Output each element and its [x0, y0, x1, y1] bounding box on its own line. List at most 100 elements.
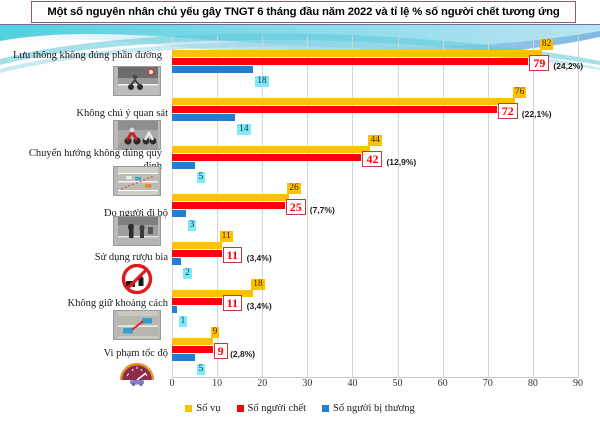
- value-label-so-nguoi-chet: 79: [529, 55, 550, 71]
- value-label-so-nguoi-bi-thuong: 5: [196, 172, 206, 183]
- bar-group: [172, 146, 578, 169]
- value-label-so-vu: 9: [210, 327, 220, 338]
- title-band: Một số nguyên nhân chủ yếu gây TNGT 6 th…: [0, 0, 600, 24]
- value-label-so-vu: 82: [539, 39, 554, 50]
- legend-label-thuong: Số người bị thương: [333, 402, 415, 414]
- value-label-so-vu: 26: [287, 183, 301, 194]
- bar-group: [172, 242, 578, 265]
- bar-so-vu: [172, 194, 290, 201]
- bar-group: [172, 194, 578, 217]
- category-label: Không giữ khoảng cách: [67, 298, 168, 309]
- gridline-80: [532, 36, 534, 378]
- value-label-so-vu: 18: [251, 279, 265, 290]
- death-percent-label: (2,8%): [230, 349, 256, 359]
- value-label-so-nguoi-chet: 9: [213, 343, 228, 359]
- bar-group: [172, 98, 578, 121]
- value-label-so-vu: 11: [219, 231, 233, 242]
- bar-group: [172, 290, 578, 313]
- motorbike-wrong-lane-photo: [113, 66, 161, 96]
- bar-so-nguoi-chet: [172, 58, 529, 65]
- legend-label-chet: Số người chết: [247, 402, 307, 414]
- x-tick-label: 0: [169, 378, 175, 389]
- bar-so-vu: [172, 146, 371, 153]
- category-label: Vi phạm tốc độ: [103, 348, 168, 359]
- legend: Số vụ Số người chết Số người bị thương: [0, 398, 600, 418]
- axis-baseline: [172, 377, 578, 378]
- death-percent-label: (22,1%): [521, 109, 552, 119]
- x-tick-label: 20: [257, 378, 268, 389]
- speedometer-icon: [113, 356, 161, 386]
- legend-swatch-thuong: [322, 404, 329, 412]
- death-percent-label: (3,4%): [246, 301, 272, 311]
- bar-so-nguoi-bi-thuong: [172, 162, 195, 169]
- x-tick-label: 10: [212, 378, 223, 389]
- category-axis: Lưu thông không đúng phần đường Không ch…: [0, 36, 170, 386]
- gridline-40: [352, 36, 354, 378]
- bar-so-nguoi-chet: [172, 202, 285, 209]
- gridline-70: [487, 36, 489, 378]
- bar-so-vu: [172, 338, 213, 345]
- bar-so-nguoi-chet: [172, 106, 497, 113]
- x-tick-label: 70: [482, 378, 493, 389]
- death-percent-label: (12,9%): [386, 157, 417, 167]
- value-label-so-vu: 44: [368, 135, 382, 146]
- legend-item-chet[interactable]: Số người chết: [236, 402, 307, 414]
- bar-so-nguoi-bi-thuong: [172, 306, 177, 313]
- title-divider: [0, 24, 600, 26]
- bar-so-nguoi-chet: [172, 154, 362, 161]
- bar-so-nguoi-bi-thuong: [172, 354, 195, 361]
- bar-so-vu: [172, 242, 222, 249]
- turning-diagram-photo: [113, 166, 161, 196]
- value-label-so-nguoi-bi-thuong: 5: [196, 364, 206, 375]
- x-tick-label: 50: [392, 378, 403, 389]
- bar-so-nguoi-bi-thuong: [172, 258, 182, 265]
- bar-so-vu: [172, 290, 254, 297]
- gridline-60: [442, 36, 444, 378]
- motorbikes-not-observing-photo: [113, 120, 161, 150]
- death-percent-label: (24,2%): [553, 61, 584, 71]
- gridline-50: [397, 36, 399, 378]
- value-label-so-nguoi-bi-thuong: 14: [237, 124, 251, 135]
- bar-so-nguoi-bi-thuong: [172, 210, 186, 217]
- legend-item-thuong[interactable]: Số người bị thương: [322, 403, 415, 414]
- bar-so-nguoi-bi-thuong: [172, 66, 254, 73]
- value-label-so-nguoi-chet: 42: [362, 151, 383, 167]
- x-tick-label: 90: [573, 378, 583, 389]
- legend-swatch-vu: [185, 404, 193, 412]
- bar-so-nguoi-chet: [172, 346, 213, 353]
- category-label: Lưu thông không đúng phần đường: [12, 50, 162, 61]
- x-tick-label: 80: [527, 378, 538, 389]
- x-tick-label: 60: [437, 378, 448, 389]
- title-box: Một số nguyên nhân chủ yếu gây TNGT 6 th…: [31, 1, 576, 23]
- bar-so-nguoi-chet: [172, 250, 222, 257]
- legend-item-vu[interactable]: Số vụ: [185, 402, 221, 414]
- value-label-so-nguoi-chet: 11: [222, 247, 242, 263]
- value-label-so-nguoi-chet: 11: [222, 295, 242, 311]
- no-alcohol-sign-icon: [113, 264, 161, 294]
- bar-so-vu: [172, 50, 542, 57]
- x-tick-label: 40: [347, 378, 358, 389]
- following-distance-diagram-photo: [113, 310, 161, 340]
- value-label-so-nguoi-bi-thuong: 18: [255, 76, 269, 87]
- category-label: Không chú ý quan sát: [76, 108, 168, 119]
- gridline-90: [578, 36, 579, 378]
- value-label-so-nguoi-chet: 25: [285, 199, 306, 215]
- bar-group: [172, 50, 578, 73]
- x-axis-ticks: 0 10 20 30 40 50 60 70 80 90: [169, 378, 584, 394]
- plot-area: 82 79 (24,2%) 18 76 72 (22,1%) 14 44 42 (12,9%) 5 26…: [172, 36, 583, 378]
- pedestrian-crossing-photo: [113, 216, 161, 246]
- legend-swatch-chet: [236, 404, 244, 412]
- decorative-wave-banner: [0, 25, 600, 73]
- death-percent-label: (3,4%): [246, 253, 272, 263]
- value-label-so-nguoi-bi-thuong: 2: [183, 268, 192, 279]
- bar-group: [172, 338, 578, 361]
- category-label: Sử dụng rượu bia: [94, 252, 168, 263]
- gridline-30: [307, 36, 309, 378]
- page-title: Một số nguyên nhân chủ yếu gây TNGT 6 th…: [47, 6, 560, 18]
- value-label-so-vu: 76: [512, 87, 527, 98]
- legend-label-vu: Số vụ: [196, 402, 221, 414]
- value-label-so-nguoi-bi-thuong: 3: [187, 220, 197, 231]
- value-label-so-nguoi-chet: 72: [497, 103, 518, 119]
- bar-so-nguoi-chet: [172, 298, 222, 305]
